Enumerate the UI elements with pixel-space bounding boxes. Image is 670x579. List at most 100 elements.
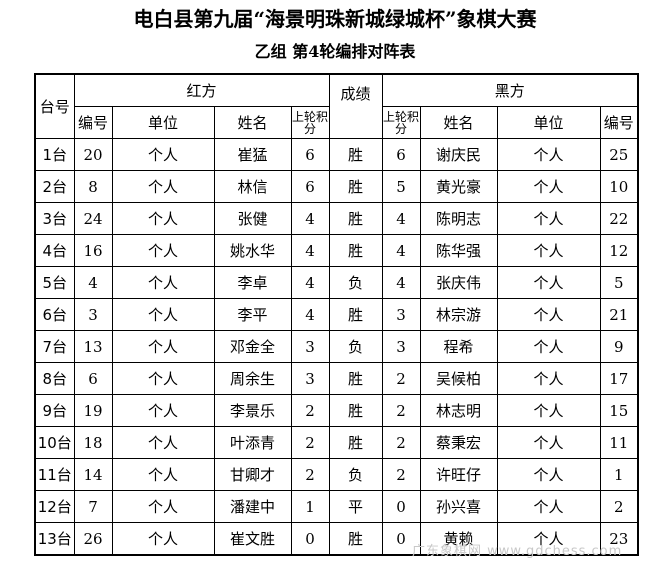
table-row: 10台 18 个人 叶添青 2 胜 2 蔡秉宏 个人 11 [34,426,639,459]
cell-red-no: 19 [73,394,113,427]
cell-red-name: 李平 [213,298,292,331]
cell-black-name: 林志明 [419,394,498,427]
cell-red-unit: 个人 [111,266,215,299]
table-row: 13台 26 个人 崔文胜 0 胜 0 黄赖 个人 23 [34,522,639,556]
cell-red-no: 26 [73,522,113,556]
cell-black-name: 谢庆民 [419,138,498,171]
cell-black-name: 黄光豪 [419,170,498,203]
cell-black-name: 陈华强 [419,234,498,267]
table-row: 7台 13 个人 邓金全 3 负 3 程希 个人 9 [34,330,639,363]
cell-red-score: 3 [290,330,330,363]
header-black-name: 姓名 [419,106,498,139]
cell-board: 10台 [34,426,75,459]
cell-black-no: 1 [599,458,639,491]
cell-red-no: 18 [73,426,113,459]
cell-black-unit: 个人 [496,138,601,171]
table-row: 6台 3 个人 李平 4 胜 3 林宗游 个人 21 [34,298,639,331]
cell-red-unit: 个人 [111,202,215,235]
cell-black-no: 2 [599,490,639,523]
cell-black-score: 6 [381,138,421,171]
pairing-table: 台号 红方 成绩 黑方 编号 单位 姓名 上轮积分 上轮积分 姓名 单位 编号 … [34,73,639,556]
cell-black-no: 5 [599,266,639,299]
cell-black-name: 黄赖 [419,522,498,556]
cell-black-no: 12 [599,234,639,267]
cell-red-no: 6 [73,362,113,395]
cell-red-no: 16 [73,234,113,267]
cell-result: 胜 [328,522,383,556]
cell-red-name: 潘建中 [213,490,292,523]
header-black: 黑方 [381,73,639,107]
cell-result: 平 [328,490,383,523]
cell-red-score: 1 [290,490,330,523]
cell-red-name: 崔猛 [213,138,292,171]
cell-red-no: 8 [73,170,113,203]
cell-board: 3台 [34,202,75,235]
cell-black-no: 22 [599,202,639,235]
cell-red-unit: 个人 [111,298,215,331]
cell-red-score: 4 [290,234,330,267]
cell-black-score: 0 [381,522,421,556]
cell-red-unit: 个人 [111,426,215,459]
table-row: 11台 14 个人 甘卿才 2 负 2 许旺仔 个人 1 [34,458,639,491]
cell-red-name: 叶添青 [213,426,292,459]
header-red-unit: 单位 [111,106,215,139]
cell-black-score: 2 [381,426,421,459]
cell-black-score: 2 [381,362,421,395]
cell-red-no: 13 [73,330,113,363]
cell-black-score: 2 [381,458,421,491]
cell-red-no: 14 [73,458,113,491]
header-red-name: 姓名 [213,106,292,139]
table-row: 3台 24 个人 张健 4 胜 4 陈明志 个人 22 [34,202,639,235]
cell-board: 9台 [34,394,75,427]
table-row: 2台 8 个人 林信 6 胜 5 黄光豪 个人 10 [34,170,639,203]
cell-red-name: 周余生 [213,362,292,395]
cell-board: 11台 [34,458,75,491]
cell-black-name: 张庆伟 [419,266,498,299]
cell-board: 2台 [34,170,75,203]
cell-red-score: 2 [290,394,330,427]
cell-black-score: 4 [381,266,421,299]
cell-board: 13台 [34,522,75,556]
cell-black-score: 3 [381,298,421,331]
cell-result: 胜 [328,426,383,459]
cell-result: 胜 [328,394,383,427]
table-row: 4台 16 个人 姚水华 4 胜 4 陈华强 个人 12 [34,234,639,267]
cell-red-no: 3 [73,298,113,331]
cell-result: 胜 [328,298,383,331]
cell-black-name: 陈明志 [419,202,498,235]
cell-red-score: 0 [290,522,330,556]
cell-red-no: 7 [73,490,113,523]
cell-black-unit: 个人 [496,234,601,267]
cell-board: 5台 [34,266,75,299]
cell-black-unit: 个人 [496,170,601,203]
header-red-no: 编号 [73,106,113,139]
cell-black-name: 蔡秉宏 [419,426,498,459]
table-row: 5台 4 个人 李卓 4 负 4 张庆伟 个人 5 [34,266,639,299]
cell-red-score: 2 [290,458,330,491]
cell-red-unit: 个人 [111,490,215,523]
cell-black-no: 10 [599,170,639,203]
cell-red-no: 4 [73,266,113,299]
cell-black-score: 3 [381,330,421,363]
cell-board: 6台 [34,298,75,331]
cell-black-unit: 个人 [496,298,601,331]
cell-board: 8台 [34,362,75,395]
header-result: 成绩 [328,73,383,139]
cell-red-unit: 个人 [111,522,215,556]
cell-black-unit: 个人 [496,266,601,299]
cell-result: 负 [328,266,383,299]
table-row: 9台 19 个人 李景乐 2 胜 2 林志明 个人 15 [34,394,639,427]
table-row: 8台 6 个人 周余生 3 胜 2 吴候柏 个人 17 [34,362,639,395]
cell-black-score: 4 [381,202,421,235]
cell-black-unit: 个人 [496,202,601,235]
cell-red-score: 4 [290,266,330,299]
cell-red-no: 24 [73,202,113,235]
page-title: 电白县第九届“海景明珠新城绿城杯”象棋大赛 [133,7,537,31]
cell-red-unit: 个人 [111,170,215,203]
page-subtitle: 乙组 第4轮编排对阵表 [254,42,416,61]
cell-board: 4台 [34,234,75,267]
cell-black-name: 程希 [419,330,498,363]
cell-red-unit: 个人 [111,138,215,171]
cell-black-score: 2 [381,394,421,427]
cell-red-name: 李景乐 [213,394,292,427]
